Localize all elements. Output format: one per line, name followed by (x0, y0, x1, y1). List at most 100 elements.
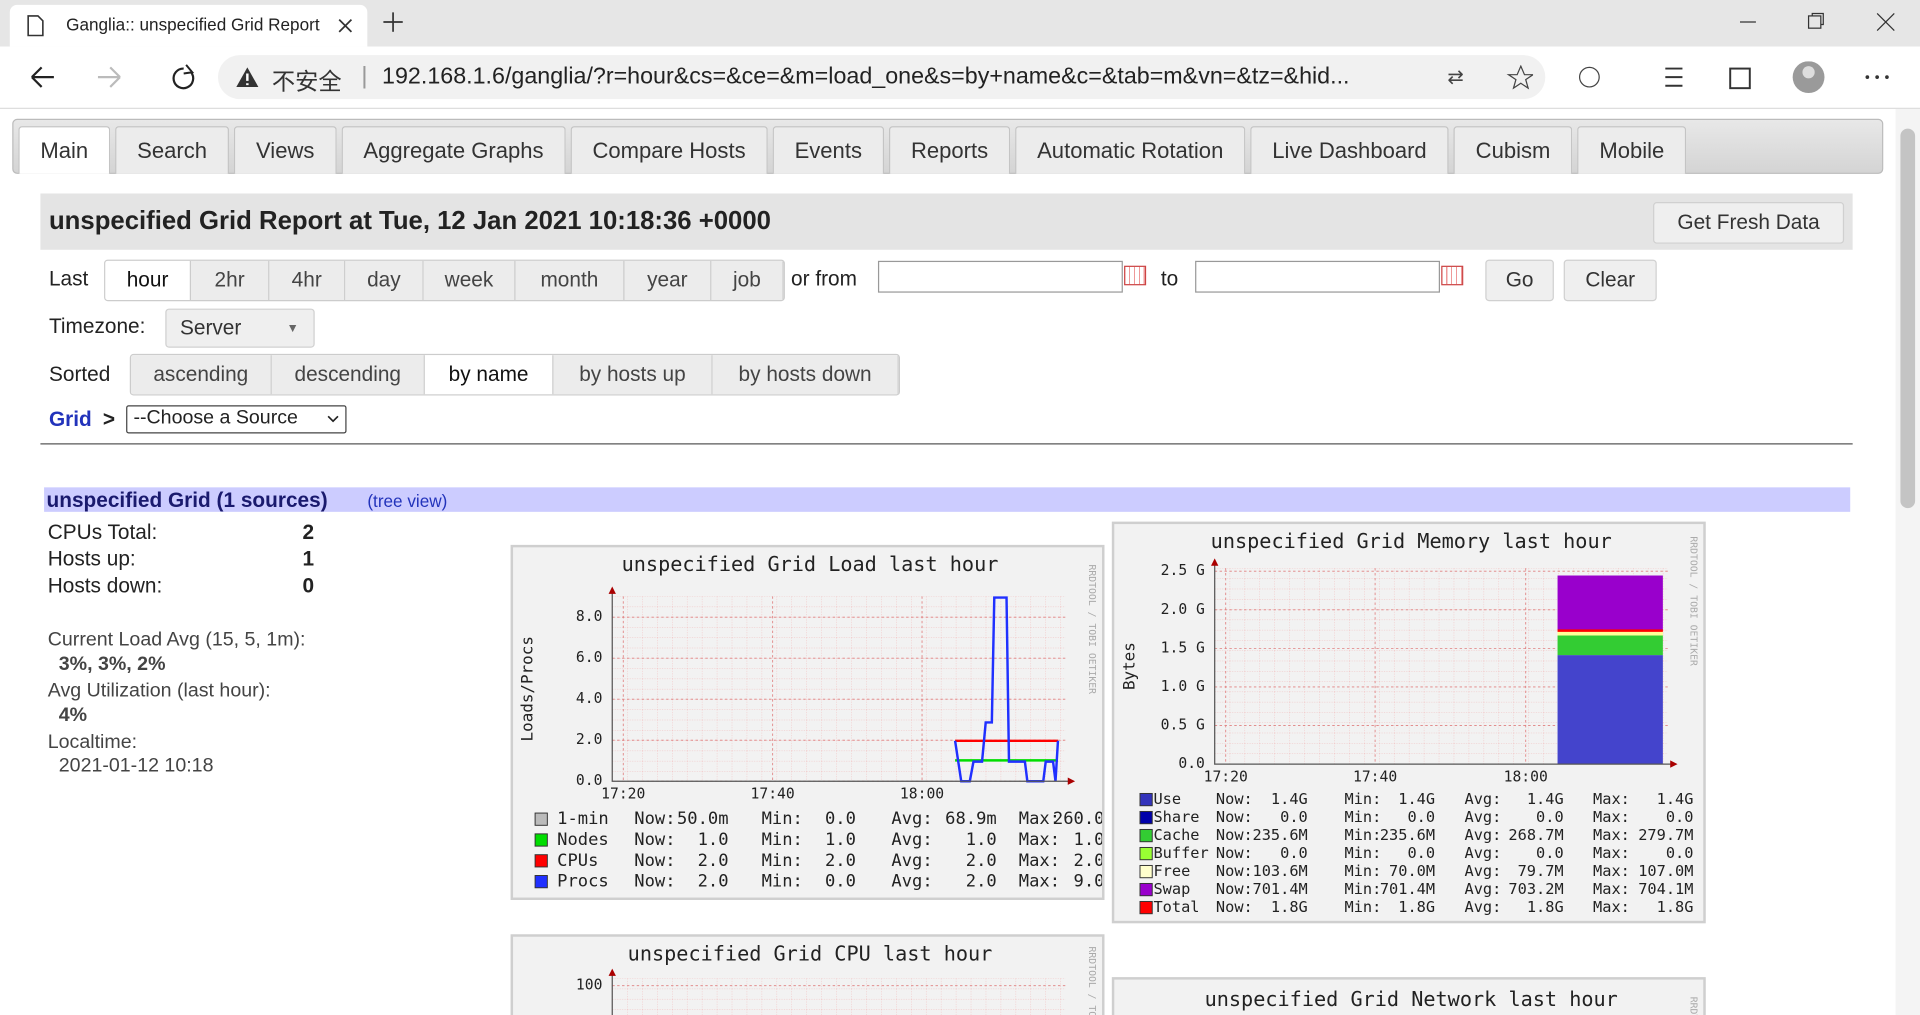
option-button[interactable]: hour (105, 260, 192, 301)
legend-field-label: Avg: (1464, 862, 1501, 880)
y-tick-label: 0.0 (1178, 755, 1205, 772)
option-button[interactable]: 4hr (269, 260, 346, 301)
legend-value: 1.4G (1271, 790, 1308, 808)
legend-field-label: Avg: (1464, 808, 1501, 826)
legend-value: 704.1M (1638, 880, 1693, 898)
cpu-graph[interactable]: unspecified Grid CPU last hour RRDTOOL / … (510, 934, 1105, 1015)
legend-value: 1.8G (1271, 898, 1308, 916)
network-graph[interactable]: unspecified Grid Network last hour RRDTOO… (1111, 977, 1706, 1015)
tree-view-link[interactable]: (tree view) (367, 491, 448, 511)
from-input[interactable] (877, 260, 1123, 293)
legend-swatch (1139, 846, 1153, 861)
to-input[interactable] (1195, 260, 1441, 293)
legend-name: Nodes (557, 830, 609, 850)
legend-value: 279.7M (1638, 826, 1693, 844)
legend-field-label: Min: (762, 830, 803, 850)
legend-name: Share (1153, 808, 1199, 826)
option-button[interactable]: ascending (131, 355, 272, 395)
option-button[interactable]: month (515, 260, 625, 301)
nav-tab[interactable]: Compare Hosts (570, 126, 768, 174)
dropdown-arrow (327, 415, 339, 423)
nav-buttons[interactable] (27, 64, 272, 91)
y-tick-label: 4.0 (576, 690, 603, 707)
legend-field-label: Max: (1593, 826, 1630, 844)
legend-swatch (1139, 792, 1153, 807)
option-button[interactable]: by name (424, 355, 554, 395)
option-button[interactable]: week (423, 260, 516, 301)
scrollbar[interactable] (1895, 108, 1920, 1015)
breadcrumb-separator: > (102, 407, 116, 432)
svg-text:⇄: ⇄ (1447, 66, 1463, 88)
x-tick-label: 17:20 (1204, 769, 1248, 786)
from-calendar[interactable] (1124, 265, 1147, 286)
legend-value: 1.4G (1398, 790, 1435, 808)
browser-tab[interactable]: Ganglia:: unspecified Grid Report (9, 4, 368, 47)
axis-arrows (608, 968, 616, 976)
option-button[interactable]: day (345, 260, 424, 301)
legend-name: 1-min (557, 809, 609, 829)
scroll-thumb[interactable] (1900, 128, 1916, 509)
plot-area (612, 978, 1066, 1015)
to-label: to (1160, 266, 1179, 291)
nav-tab[interactable]: Search (115, 126, 230, 174)
timezone-label: Timezone: (48, 314, 146, 338)
grid-link[interactable]: Grid (48, 407, 92, 432)
legend-value: 103.6M (1252, 862, 1307, 880)
x-tick-label: 18:00 (900, 786, 944, 803)
nav-tab[interactable]: Events (772, 126, 885, 174)
option-button[interactable]: 2hr (191, 260, 270, 301)
range-options: hour 2hr 4hr day week month year job (104, 259, 785, 302)
address-field[interactable]: 不安全 | 192.168.1.6/ganglia/?r=hour&cs=&ce… (217, 55, 1546, 100)
legend-value: 0.0 (1407, 844, 1435, 862)
fresh-data-button[interactable]: Get Fresh Data (1653, 202, 1845, 244)
load-graph[interactable]: unspecified Grid Load last hour RRDTOOL /… (510, 544, 1105, 901)
nav-tab[interactable]: Aggregate Graphs (341, 126, 566, 174)
nav-tab[interactable]: Mobile (1577, 126, 1687, 174)
header-bar (40, 193, 1853, 250)
legend-field-label: Min: (762, 872, 803, 892)
legend-value: 1.4G (1657, 790, 1694, 808)
legend-field-label: Max: (1593, 790, 1630, 808)
tab-close[interactable] (338, 18, 353, 33)
nav-tab[interactable]: Reports (888, 126, 1011, 174)
legend-field-label: Now: (634, 851, 675, 871)
legend-field-label: Min: (1344, 844, 1381, 862)
localtime-value: 2021-01-12 10:18 (58, 755, 214, 777)
legend-field-label: Max: (1019, 851, 1060, 871)
legend-value: 0.0 (1280, 844, 1308, 862)
nav-tab[interactable]: Live Dashboard (1250, 126, 1449, 174)
new-tab[interactable] (383, 12, 403, 32)
window-controls[interactable] (1739, 12, 1898, 32)
memory-graph[interactable]: unspecified Grid Memory last hour RRDTOOL… (1111, 521, 1706, 924)
timezone-select[interactable]: Server ▼ (165, 308, 315, 348)
nav-tab[interactable]: Main (18, 126, 111, 174)
legend-field-label: Avg: (1464, 826, 1501, 844)
option-button[interactable]: by hosts up (553, 355, 713, 395)
go-button[interactable]: Go (1485, 259, 1554, 302)
nav-tab[interactable]: Automatic Rotation (1015, 126, 1246, 174)
option-button[interactable]: job (711, 260, 784, 301)
legend-field-label: Avg: (1464, 880, 1501, 898)
legend-value: 268.7M (1508, 826, 1563, 844)
option-button[interactable]: by hosts down (712, 355, 899, 395)
legend-name: Swap (1153, 880, 1190, 898)
legend-field-label: Avg: (1464, 898, 1501, 916)
toolbar-icons[interactable] (1573, 61, 1904, 95)
nav-tab[interactable]: Cubism (1453, 126, 1573, 174)
address-icons[interactable]: ⇄ (1447, 64, 1534, 90)
legend-swatch (1139, 864, 1153, 879)
to-calendar[interactable] (1441, 265, 1464, 286)
source-select[interactable]: --Choose a Source (126, 405, 347, 434)
legend-field-label: Min: (1344, 862, 1381, 880)
legend-field-label: Max: (1019, 830, 1060, 850)
option-button[interactable]: descending (271, 355, 425, 395)
legend-value: 701.4M (1252, 880, 1307, 898)
url: 192.168.1.6/ganglia/?r=hour&cs=&ce=&m=lo… (382, 63, 1350, 90)
nav-tab[interactable]: Views (233, 126, 337, 174)
clear-button[interactable]: Clear (1563, 259, 1657, 302)
y-tick-label: 8.0 (576, 608, 603, 625)
stat-value: 2 (302, 520, 315, 544)
option-button[interactable]: year (624, 260, 712, 301)
legend-field-label: Now: (1216, 790, 1253, 808)
